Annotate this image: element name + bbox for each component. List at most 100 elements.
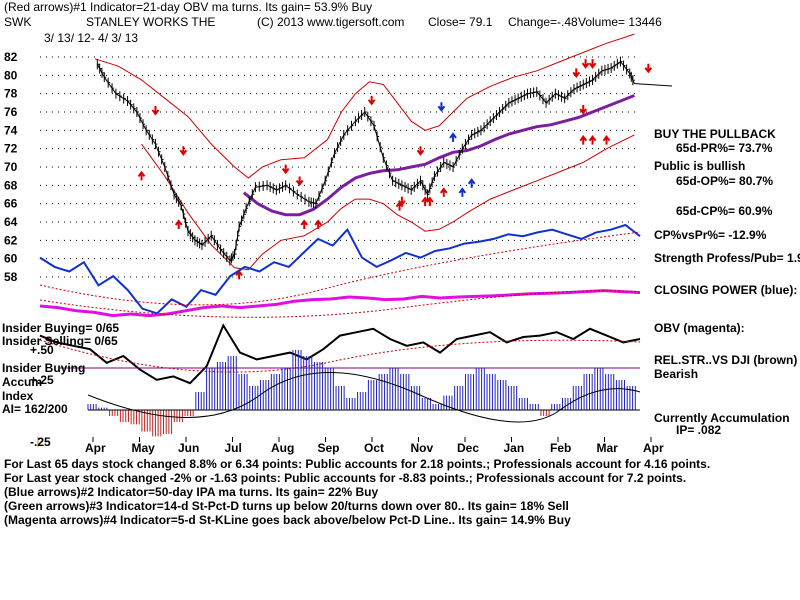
buy-arrow-icon xyxy=(449,132,457,142)
y-tick-label: 80 xyxy=(4,68,18,82)
y-tick-label: 78 xyxy=(4,87,18,101)
y-tick-label: 74 xyxy=(4,123,18,137)
buy-arrow-icon xyxy=(300,219,309,229)
x-tick-label: Aug xyxy=(271,441,294,455)
x-tick-label: Feb xyxy=(550,441,571,455)
plus50-label: +.50 xyxy=(30,343,54,357)
y-axis: 82 80 78 76 74 72 70 68 66 64 62 60 58 xyxy=(4,50,18,284)
sell-arrow-icon xyxy=(588,59,597,69)
company-name: STANLEY WORKS THE xyxy=(86,15,216,29)
ai-value: AI= 162/200 xyxy=(2,402,68,416)
cp-percent: 65d-CP%= 60.9% xyxy=(676,204,773,218)
y-tick-label: 60 xyxy=(4,252,18,266)
footer-line5: (Magenta arrows)#4 Indicator=5-d St-KLin… xyxy=(4,513,571,527)
grid xyxy=(40,56,640,278)
sell-arrow-icon xyxy=(281,164,290,175)
buy-arrow-icon xyxy=(588,135,597,145)
ma50-line xyxy=(242,94,635,217)
buy-arrow-icon xyxy=(426,196,434,207)
bearish-label: Bearish xyxy=(654,367,699,381)
moving-average xyxy=(242,94,635,217)
x-tick-label: May xyxy=(132,441,156,455)
buy-arrow-icon xyxy=(579,135,588,145)
symbol: SWK xyxy=(4,15,32,29)
index-label: Index xyxy=(2,389,34,403)
x-tick-label: Apr xyxy=(85,441,106,455)
footer-line1: For Last 65 days stock changed 8.8% or 6… xyxy=(4,457,711,471)
x-tick-label: Sep xyxy=(318,441,340,455)
sell-arrow-icon xyxy=(579,105,588,115)
sell-arrow-icon xyxy=(437,102,446,112)
indicator1-text: (Red arrows)#1 Indicator=21-day OBV ma t… xyxy=(4,0,373,14)
sell-arrow-icon xyxy=(367,95,376,106)
closing-power-label: CLOSING POWER (blue): xyxy=(654,283,798,297)
insider-selling-ratio: Insider Selling= 0/65 xyxy=(2,334,118,348)
close-value: Close= 79.1 xyxy=(428,15,493,29)
insider-buying-label: Insider Buying xyxy=(2,361,86,375)
y-tick-label: 62 xyxy=(4,233,18,247)
lower-band xyxy=(141,134,635,271)
upper-band xyxy=(94,33,635,179)
x-tick-label: Mar xyxy=(597,441,619,455)
footer-line4: (Green arrows)#3 Indicator=14-d St-Pct-D… xyxy=(4,499,569,513)
rel-strength-ma xyxy=(39,339,641,373)
x-tick-label: Jul xyxy=(225,441,242,455)
plus25-label: +.25 xyxy=(30,373,54,387)
sell-arrow-icon xyxy=(151,105,160,116)
buy-pullback: BUY THE PULLBACK xyxy=(654,127,776,141)
rel-strength-line xyxy=(39,323,641,385)
rel-strength-series xyxy=(39,323,641,385)
y-tick-label: 58 xyxy=(4,270,18,284)
cp-vs-pr: CP%vsPr%= -12.9% xyxy=(654,228,767,242)
sell-arrow-icon xyxy=(644,63,653,74)
minus25-label: -.25 xyxy=(30,435,51,449)
volume-value: Volume= 13446 xyxy=(578,15,662,29)
pr-percent: 65d-PR%= 73.7% xyxy=(676,141,773,155)
price-bands xyxy=(94,33,635,271)
obv-ma xyxy=(39,290,641,318)
y-tick-label: 68 xyxy=(4,178,18,192)
y-tick-label: 64 xyxy=(4,215,18,229)
closing-power-line xyxy=(39,223,641,315)
public-bullish: Public is bullish xyxy=(654,159,746,173)
closing-power-series xyxy=(39,223,641,315)
ip-value: IP= .082 xyxy=(676,423,722,437)
price-series xyxy=(96,56,673,266)
accum-ma-line xyxy=(87,372,641,423)
insider-buying-ratio: Insider Buying= 0/65 xyxy=(2,321,120,335)
buy-arrow-icon xyxy=(314,219,322,229)
accumulation-bars xyxy=(37,350,641,447)
change-value: Change=-.48 xyxy=(508,15,578,29)
y-tick-label: 70 xyxy=(4,160,18,174)
x-tick-label: Nov xyxy=(411,441,434,455)
buy-arrow-icon xyxy=(395,201,404,211)
rel-str-label: REL.STR..VS DJI (brown) xyxy=(654,353,798,367)
footer-line2: For Last year stock changed -2% or -1.63… xyxy=(4,471,687,485)
buy-arrow-icon xyxy=(137,170,146,181)
sell-arrow-icon xyxy=(572,68,581,78)
sell-arrow-icon xyxy=(416,146,425,156)
y-tick-label: 82 xyxy=(4,50,18,64)
x-tick-label: Apr xyxy=(643,441,664,455)
sell-arrow-icon xyxy=(581,59,590,69)
accum-label: Accum xyxy=(2,375,43,389)
footer-line3: (Blue arrows)#2 Indicator=50-day IPA ma … xyxy=(4,485,379,499)
sell-arrow-icon xyxy=(179,146,188,156)
buy-arrow-icon xyxy=(174,219,183,229)
date-range: 3/ 13/ 12- 4/ 3/ 13 xyxy=(44,31,139,45)
accumulation-label: Currently Accumulation xyxy=(654,411,790,425)
x-axis: Apr May Jun Jul Aug Sep Oct Nov Dec Jan Feb Mar Apr xyxy=(85,437,664,455)
buy-arrow-icon xyxy=(602,135,611,145)
copyright: (C) 2013 www.tigersoft.com xyxy=(257,15,405,29)
x-tick-label: Oct xyxy=(364,441,384,455)
y-tick-label: 66 xyxy=(4,197,18,211)
x-tick-label: Dec xyxy=(457,441,479,455)
buy-arrow-icon xyxy=(467,178,476,188)
y-tick-label: 76 xyxy=(4,105,18,119)
trailing-line xyxy=(634,83,673,87)
x-tick-label: Jun xyxy=(178,441,199,455)
obv-series xyxy=(39,289,641,318)
x-tick-label: Jan xyxy=(504,441,525,455)
obv-label: OBV (magenta): xyxy=(654,321,745,335)
